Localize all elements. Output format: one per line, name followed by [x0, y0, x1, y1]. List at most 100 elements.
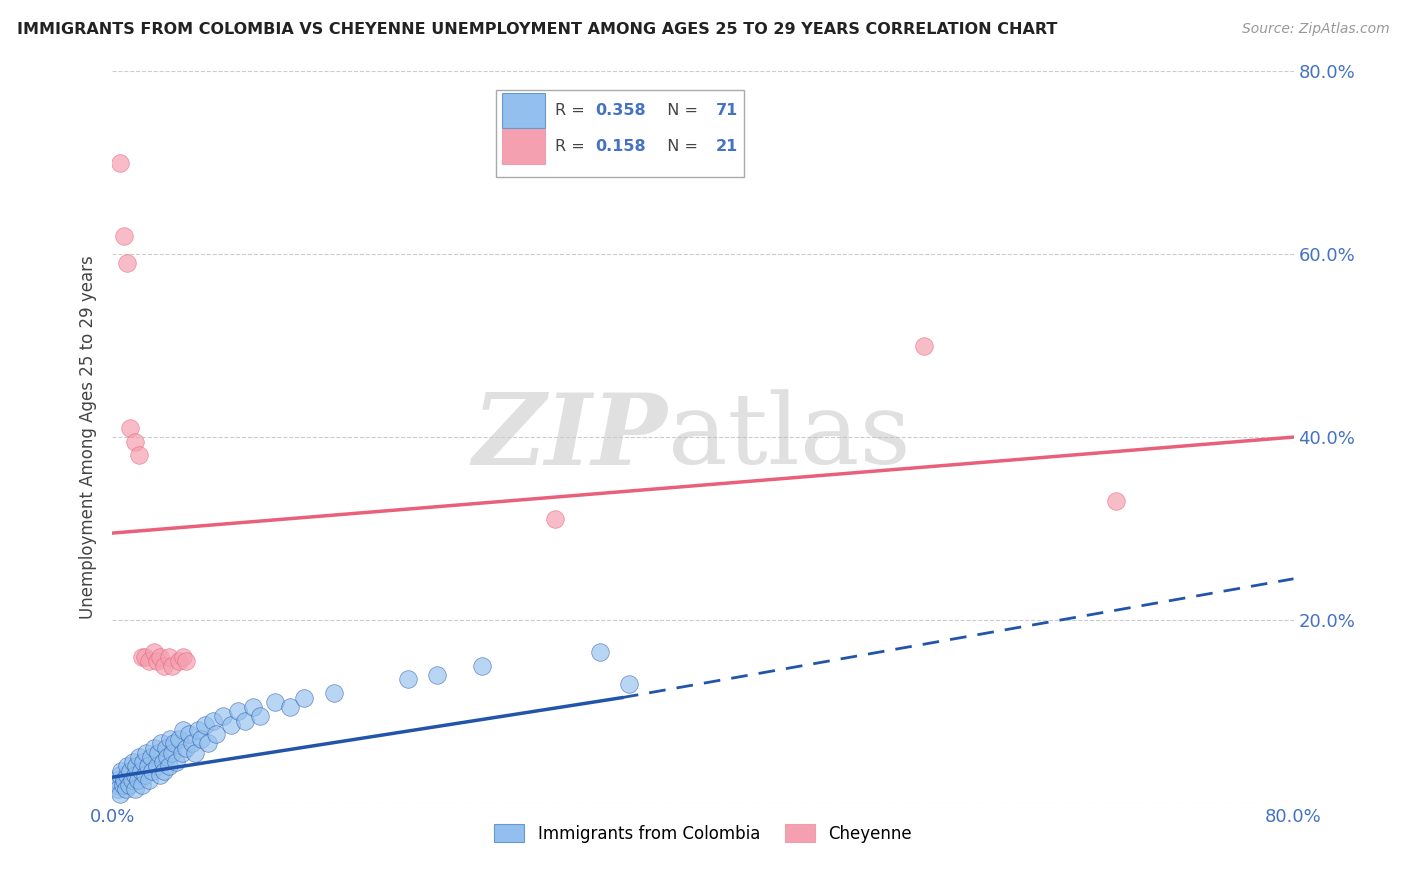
Point — [167, 654, 190, 668]
Point — [148, 746, 170, 760]
Text: Source: ZipAtlas.com: Source: ZipAtlas.com — [1241, 22, 1389, 37]
Point — [124, 782, 146, 797]
Point — [122, 755, 145, 769]
Point — [138, 772, 160, 787]
Point — [110, 764, 132, 778]
Point — [170, 746, 193, 760]
Point — [146, 654, 169, 668]
Point — [108, 787, 131, 801]
Text: 0.358: 0.358 — [596, 103, 647, 118]
Point — [426, 667, 449, 681]
Point — [117, 768, 138, 782]
Point — [233, 714, 256, 728]
Point — [226, 705, 249, 719]
Point — [181, 736, 204, 750]
Point — [114, 782, 136, 797]
Text: R =: R = — [555, 103, 591, 118]
Point — [914, 338, 936, 352]
Point — [105, 772, 128, 787]
Point — [470, 658, 494, 673]
Text: ZIP: ZIP — [472, 389, 668, 485]
Point — [172, 723, 194, 737]
Point — [149, 768, 172, 782]
Point — [134, 768, 156, 782]
Point — [121, 772, 143, 787]
Point — [124, 768, 146, 782]
Point — [124, 434, 146, 449]
Point — [160, 746, 183, 760]
Text: IMMIGRANTS FROM COLOMBIA VS CHEYENNE UNEMPLOYMENT AMONG AGES 25 TO 29 YEARS CORR: IMMIGRANTS FROM COLOMBIA VS CHEYENNE UNE… — [17, 22, 1057, 37]
Point — [179, 727, 201, 741]
Text: 21: 21 — [716, 139, 738, 154]
Point — [167, 731, 190, 746]
Point — [264, 695, 287, 709]
Point — [107, 782, 129, 797]
Point — [135, 746, 157, 760]
Point — [120, 421, 142, 435]
Point — [201, 714, 224, 728]
Point — [190, 731, 212, 746]
Text: N =: N = — [657, 103, 697, 118]
Point — [108, 768, 131, 782]
Point — [187, 723, 209, 737]
FancyBboxPatch shape — [502, 93, 544, 128]
Point — [174, 740, 197, 755]
Point — [120, 764, 142, 778]
Point — [142, 645, 165, 659]
Point — [129, 764, 152, 778]
Point — [112, 229, 135, 244]
Point — [136, 759, 159, 773]
Point — [125, 759, 148, 773]
Point — [131, 649, 153, 664]
Point — [153, 764, 176, 778]
Point — [141, 764, 163, 778]
Point — [165, 755, 187, 769]
Point — [104, 778, 127, 792]
Point — [152, 755, 174, 769]
Point — [292, 690, 315, 705]
Point — [132, 755, 155, 769]
Point — [118, 778, 141, 792]
Y-axis label: Unemployment Among Ages 25 to 29 years: Unemployment Among Ages 25 to 29 years — [79, 255, 97, 619]
Point — [127, 772, 149, 787]
Point — [197, 736, 219, 750]
Point — [163, 736, 186, 750]
Point — [128, 448, 150, 462]
Point — [588, 645, 610, 659]
Point — [159, 731, 181, 746]
Point — [194, 718, 217, 732]
Point — [278, 699, 301, 714]
Point — [219, 718, 242, 732]
Point — [149, 649, 172, 664]
Text: 71: 71 — [716, 103, 738, 118]
Point — [111, 778, 134, 792]
Point — [139, 750, 162, 764]
FancyBboxPatch shape — [502, 129, 544, 164]
Point — [160, 658, 183, 673]
Point — [157, 759, 180, 773]
Point — [619, 677, 641, 691]
Point — [242, 699, 264, 714]
Point — [184, 746, 207, 760]
Point — [156, 750, 179, 764]
Point — [131, 778, 153, 792]
Point — [128, 750, 150, 764]
Point — [134, 649, 156, 664]
Point — [150, 736, 173, 750]
Point — [108, 156, 131, 170]
Point — [172, 649, 194, 664]
Point — [212, 709, 235, 723]
Point — [112, 772, 135, 787]
Text: 0.158: 0.158 — [596, 139, 647, 154]
Point — [205, 727, 228, 741]
Point — [1105, 494, 1128, 508]
Point — [174, 654, 197, 668]
Point — [146, 759, 169, 773]
Point — [155, 740, 177, 755]
Point — [249, 709, 271, 723]
Legend: Immigrants from Colombia, Cheyenne: Immigrants from Colombia, Cheyenne — [488, 818, 918, 849]
Text: R =: R = — [555, 139, 591, 154]
Point — [544, 512, 567, 526]
Point — [117, 256, 138, 270]
Point — [323, 686, 346, 700]
